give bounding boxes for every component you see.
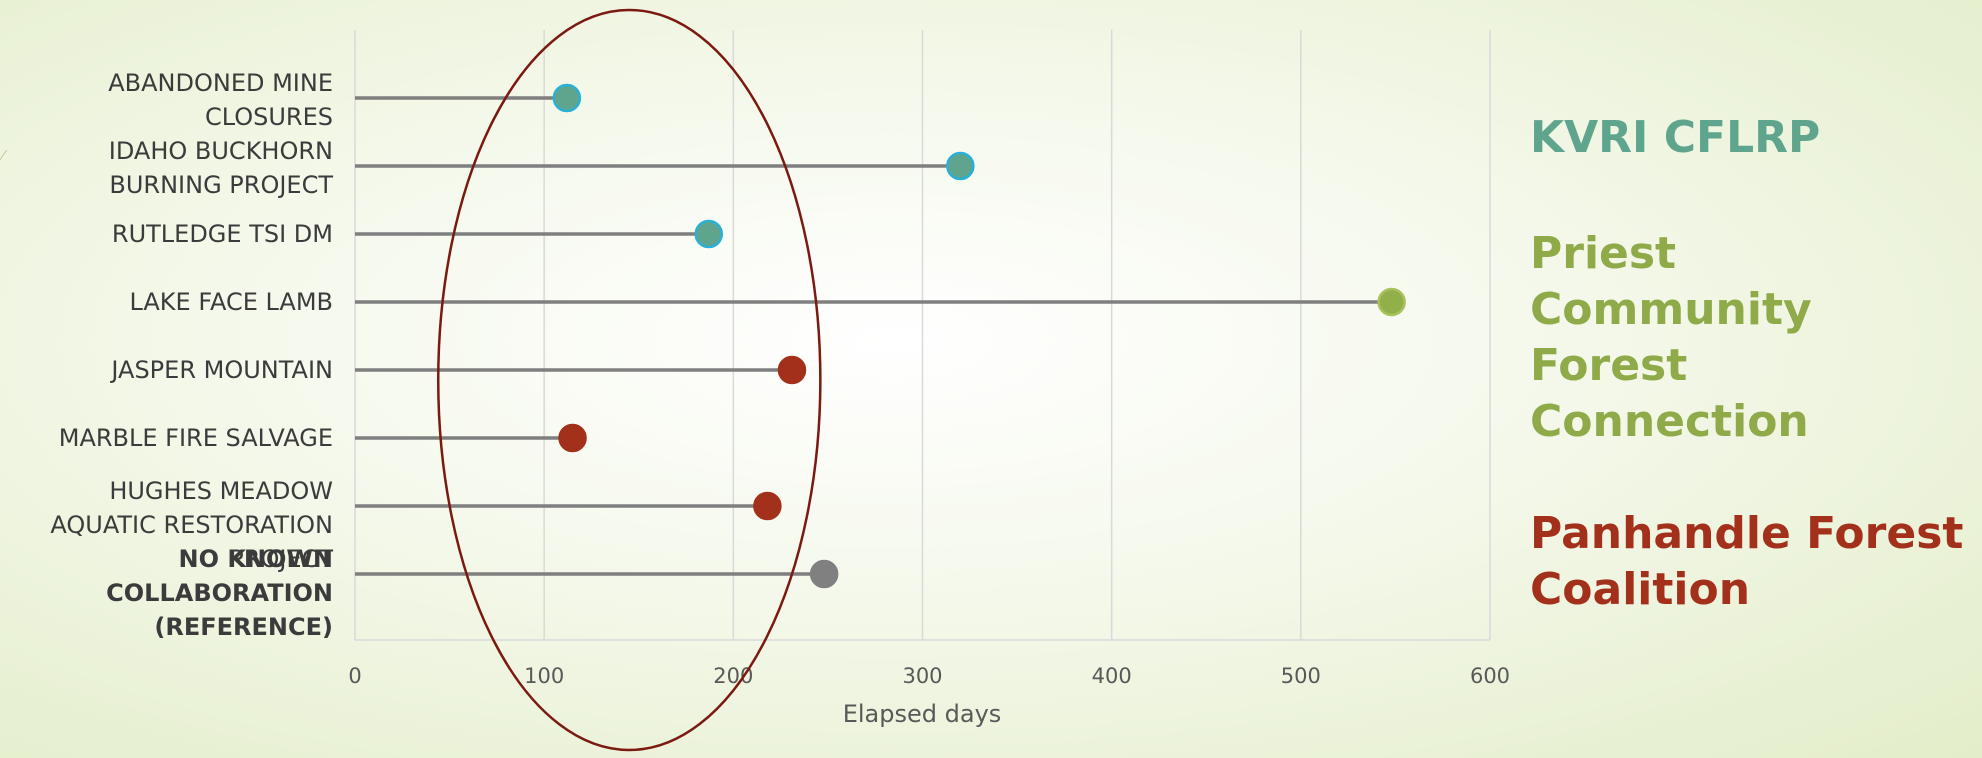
category-label: ABANDONED MINE <box>108 69 333 97</box>
lollipop-dot <box>1377 287 1406 317</box>
category-label: BURNING PROJECT <box>109 171 333 199</box>
x-tick-label: 400 <box>1092 664 1132 688</box>
category-label: JASPER MOUNTAIN <box>109 356 333 384</box>
category-labels: ABANDONED MINE CLOSURES IDAHO BUCKHORN BURN… <box>50 69 333 641</box>
legend-item-priest: Priest Community Forest Connection <box>1530 228 1812 447</box>
lollipop-dot <box>694 219 723 249</box>
x-tick-label: 100 <box>524 664 564 688</box>
category-label: CLOSURES <box>205 103 333 131</box>
legend-item-panhandle: Panhandle Forest Coalition <box>1530 508 1964 615</box>
x-tick-label: 500 <box>1281 664 1321 688</box>
category-label: HUGHES MEADOW <box>109 477 333 505</box>
legend: KVRI CFLRP Priest Community Forest Conne… <box>1530 110 1970 678</box>
lollipop-dot <box>558 423 587 453</box>
category-label: LAKE FACE LAMB <box>129 288 333 316</box>
lollipop-dot <box>946 151 975 181</box>
x-tick-label: 0 <box>348 664 361 688</box>
category-label: NO KNOWN <box>179 545 334 573</box>
highlight-ellipse <box>436 8 822 752</box>
lollipop-dot <box>753 491 782 521</box>
gridlines <box>354 30 1491 640</box>
x-axis-title: Elapsed days <box>843 700 1002 728</box>
x-tick-label: 300 <box>902 664 942 688</box>
lollipop-dot <box>809 559 839 589</box>
legend-item-kvri: KVRI CFLRP <box>1530 112 1821 163</box>
category-label: PROJECT <box>229 545 333 573</box>
lollipop-dot <box>552 83 582 113</box>
lollipop-dot <box>777 355 807 385</box>
x-axis: 0 100 200 300 400 500 600 <box>348 639 1510 688</box>
x-tick-label: 200 <box>713 664 753 688</box>
category-label: IDAHO BUCKHORN <box>109 137 333 165</box>
x-tick-label: 600 <box>1470 664 1510 688</box>
category-label: COLLABORATION <box>106 579 333 607</box>
category-label: (REFERENCE) <box>154 613 333 641</box>
annotation-ellipse <box>436 8 822 752</box>
category-label: RUTLEDGE TSI DM <box>112 220 333 248</box>
category-label: AQUATIC RESTORATION <box>50 511 333 539</box>
data-marks <box>355 83 1406 589</box>
category-label: MARBLE FIRE SALVAGE <box>59 424 333 452</box>
